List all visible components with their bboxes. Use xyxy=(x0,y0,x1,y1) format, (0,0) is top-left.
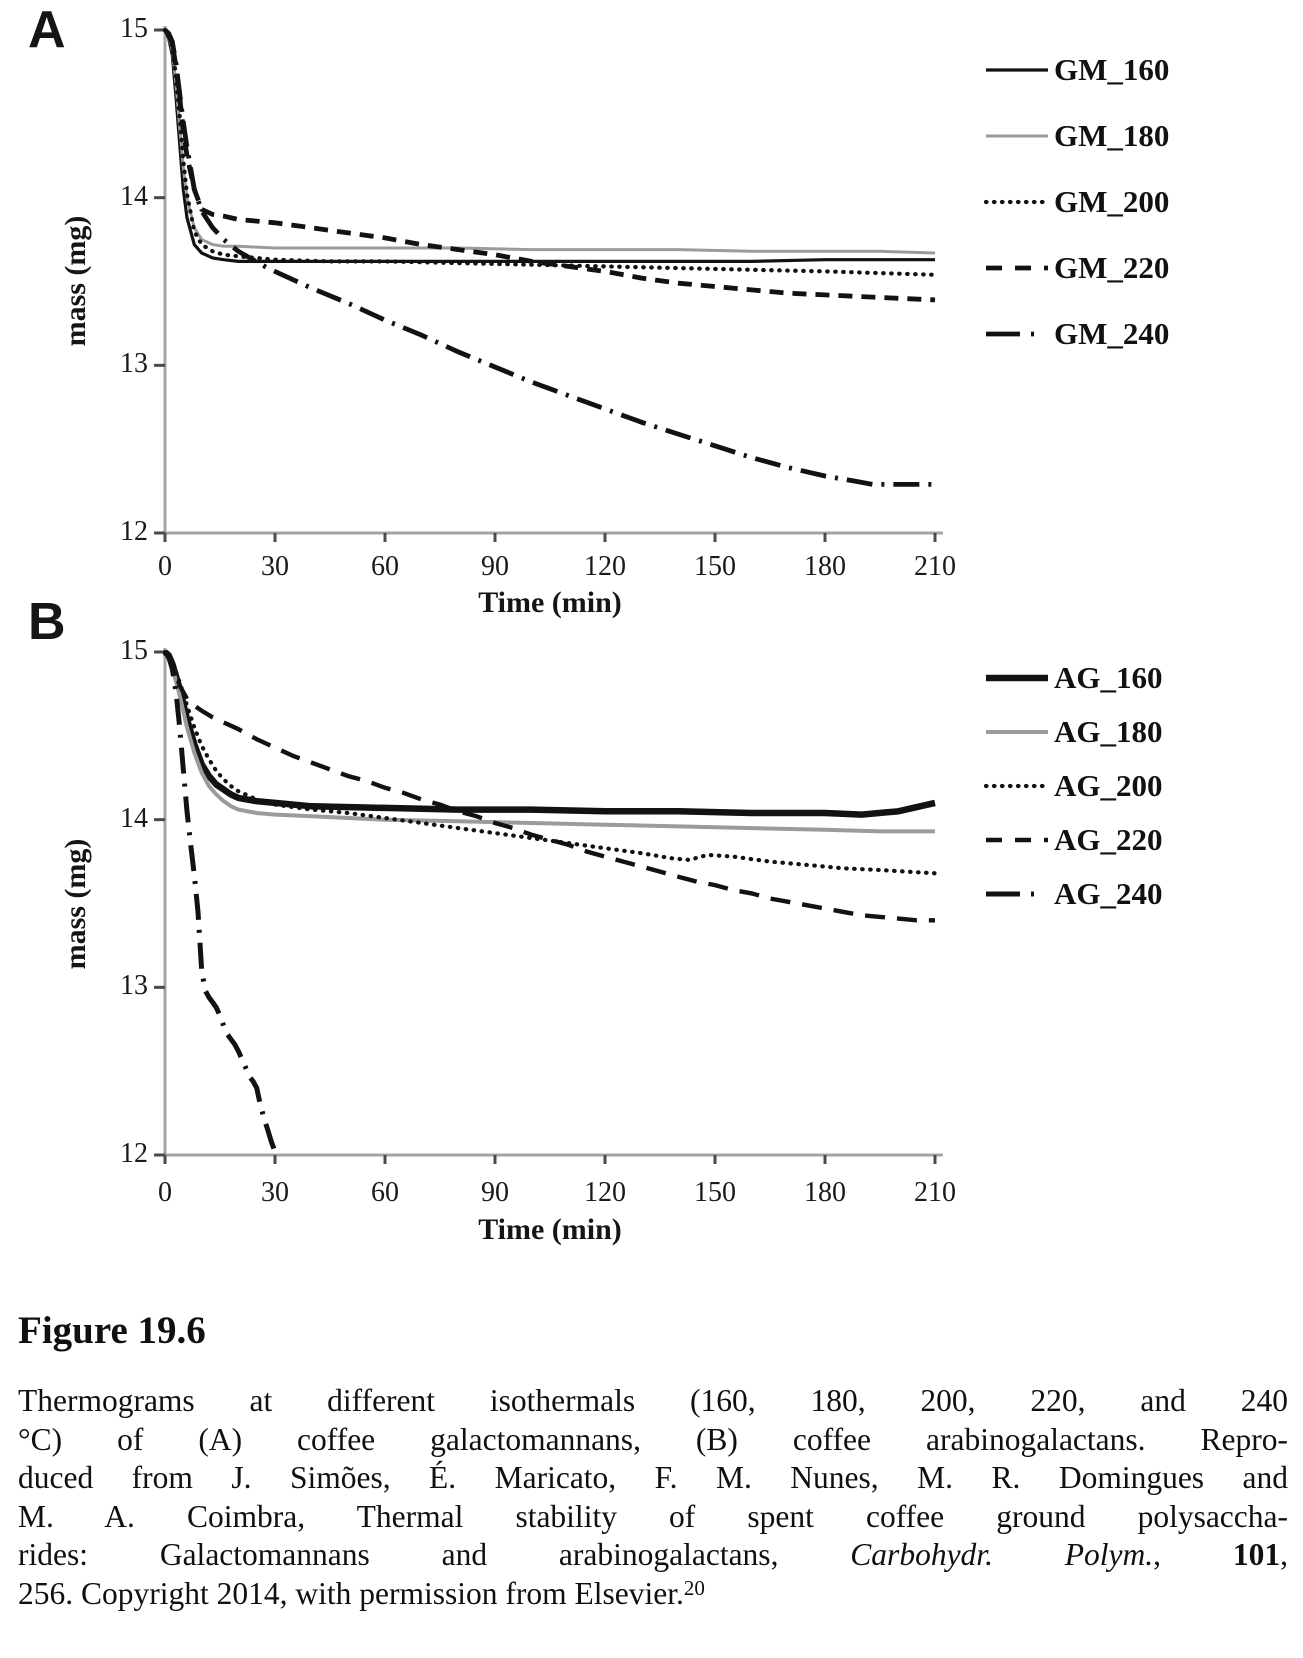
caption-line-last: 256. Copyright 2014, with permission fro… xyxy=(18,1575,1288,1614)
caption-text: 256. Copyright 2014, with permission fro… xyxy=(18,1575,684,1611)
series-gm-220 xyxy=(163,28,936,303)
legend-line-swatch xyxy=(986,674,1048,682)
legend-item-ag-200: AG_200 xyxy=(984,768,1163,803)
panel-a-y-axis-label: mass (mg) xyxy=(59,215,92,347)
series-ag-160 xyxy=(162,649,936,818)
legend-line-swatch xyxy=(986,837,1048,843)
x-tick-label: 120 xyxy=(584,551,626,582)
legend-item-ag-240: AG_240 xyxy=(984,876,1163,911)
legend-label: AG_200 xyxy=(1054,768,1163,803)
legend-line-swatch xyxy=(986,891,1048,897)
x-tick-label: 180 xyxy=(804,1177,846,1208)
x-tick-label: 150 xyxy=(694,1177,736,1208)
x-tick-label: 0 xyxy=(158,1177,172,1208)
y-tick-label: 14 xyxy=(120,180,148,212)
x-tick-label: 180 xyxy=(804,551,846,582)
x-tick-label: 120 xyxy=(584,1177,626,1208)
legend-line-swatch xyxy=(986,265,1048,271)
x-tick-label: 90 xyxy=(481,551,509,582)
legend-line-swatch xyxy=(986,331,1048,337)
series-gm-160 xyxy=(163,29,935,263)
series-gm-240 xyxy=(163,28,935,487)
legend-item-gm-240: GM_240 xyxy=(984,316,1170,351)
series-ag-220 xyxy=(163,650,935,923)
x-tick-label: 210 xyxy=(914,551,956,582)
x-tick-label: 150 xyxy=(694,551,736,582)
y-tick-label: 13 xyxy=(120,348,148,380)
x-tick-label: 0 xyxy=(158,551,172,582)
caption-line-citation: rides: Galactomannans and arabinogalacta… xyxy=(18,1536,1288,1575)
legend-item-gm-180: GM_180 xyxy=(984,118,1170,153)
y-tick-label: 15 xyxy=(120,13,148,44)
legend-label: GM_220 xyxy=(1054,250,1170,285)
panel-b-y-axis-label: mass (mg) xyxy=(59,838,92,970)
legend-item-ag-220: AG_220 xyxy=(984,822,1163,857)
legend-label: GM_240 xyxy=(1054,316,1170,351)
legend-item-ag-160: AG_160 xyxy=(984,660,1163,695)
series-gm-200 xyxy=(162,27,938,277)
y-tick-label: 12 xyxy=(120,516,148,547)
caption-reference-superscript: 20 xyxy=(683,1575,705,1600)
series-gm-180 xyxy=(163,29,936,255)
legend-item-gm-200: GM_200 xyxy=(984,184,1170,219)
x-tick-label: 90 xyxy=(481,1177,509,1208)
x-tick-label: 210 xyxy=(914,1177,956,1208)
legend-label: AG_220 xyxy=(1054,822,1163,857)
legend-line-swatch xyxy=(984,199,1051,205)
caption-text: , xyxy=(1280,1537,1288,1573)
series-ag-180 xyxy=(163,650,935,834)
legend-label: GM_200 xyxy=(1054,184,1170,219)
figure-caption: Thermograms at different isothermals (16… xyxy=(18,1382,1288,1614)
legend-line-swatch xyxy=(986,730,1048,734)
legend-line-swatch xyxy=(986,134,1048,138)
panel-b-legend: AG_160 AG_180 AG_200 AG_220 AG_240 xyxy=(984,660,1163,911)
x-tick-label: 60 xyxy=(371,1177,399,1208)
legend-label: AG_240 xyxy=(1054,876,1163,911)
caption-line: M. A. Coimbra, Thermal stability of spen… xyxy=(18,1498,1288,1534)
series-ag-240 xyxy=(162,650,278,1153)
legend-line-swatch xyxy=(986,68,1048,72)
y-tick-label: 13 xyxy=(120,970,148,1002)
legend-label: AG_160 xyxy=(1054,660,1163,695)
caption-line: duced from J. Simões, É. Maricato, F. M.… xyxy=(18,1460,1288,1496)
panel-b-x-axis-label: Time (min) xyxy=(478,1213,622,1246)
legend-line-swatch xyxy=(984,783,1051,789)
panel-a-x-axis-label: Time (min) xyxy=(478,586,622,619)
panel-a-letter: A xyxy=(28,1,66,59)
caption-line: Thermograms at different isothermals (16… xyxy=(18,1383,1288,1418)
legend-item-ag-180: AG_180 xyxy=(984,714,1163,749)
x-tick-label: 60 xyxy=(371,551,399,582)
y-tick-label: 15 xyxy=(120,635,148,666)
legend-label: AG_180 xyxy=(1054,714,1163,749)
caption-line: °C) of (A) coffee galactomannans, (B) co… xyxy=(18,1421,1288,1457)
panel-b-letter: B xyxy=(28,593,66,651)
panel-a-legend: GM_160 GM_180 GM_200 GM_220 GM_240 xyxy=(984,52,1170,351)
x-tick-label: 30 xyxy=(261,1177,289,1208)
figure-heading: Figure 19.6 xyxy=(18,1309,206,1352)
y-tick-label: 12 xyxy=(120,1138,148,1169)
legend-label: GM_180 xyxy=(1054,118,1170,153)
legend-item-gm-220: GM_220 xyxy=(984,250,1170,285)
x-tick-label: 30 xyxy=(261,551,289,582)
legend-label: GM_160 xyxy=(1054,52,1170,87)
legend-item-gm-160: GM_160 xyxy=(984,52,1170,87)
y-tick-label: 14 xyxy=(120,802,148,834)
caption-volume-number: 101 xyxy=(1232,1537,1281,1573)
caption-text: rides: Galactomannans and arabinogalacta… xyxy=(18,1537,851,1573)
caption-journal-name: Carbohydr. Polym. xyxy=(850,1537,1154,1573)
series-ag-200 xyxy=(162,649,938,876)
caption-text: , xyxy=(1153,1537,1233,1573)
